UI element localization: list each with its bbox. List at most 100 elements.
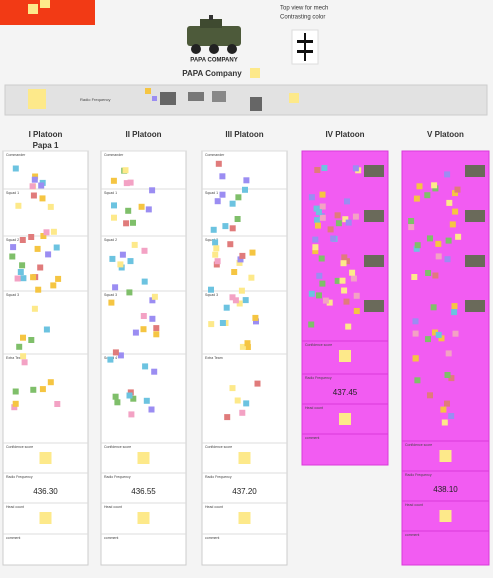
sticky (444, 171, 451, 178)
sticky (353, 308, 360, 314)
sticky (315, 209, 322, 216)
section-label: Squad 1 (6, 191, 19, 195)
sticky (47, 203, 54, 210)
sticky (341, 254, 348, 261)
sticky (312, 236, 319, 243)
sticky (345, 323, 352, 330)
sticky (118, 264, 125, 271)
section-label: Head count (205, 505, 223, 509)
platoon-subtitle: Papa 1 (33, 141, 59, 150)
sticky (343, 258, 350, 265)
sticky (54, 401, 61, 407)
sticky (137, 452, 150, 464)
section-label: Squad 3 (104, 293, 117, 297)
sticky (213, 261, 220, 268)
sticky (316, 272, 323, 279)
sticky (153, 331, 160, 338)
sticky (232, 297, 239, 304)
sticky (141, 278, 148, 285)
sticky (222, 223, 229, 230)
sticky (424, 192, 431, 199)
sticky (28, 234, 35, 240)
sticky (109, 255, 116, 262)
sticky (219, 173, 226, 180)
sticky (312, 248, 319, 255)
photo (364, 255, 384, 267)
platoon-title: II Platoon (126, 130, 162, 139)
note: Contrasting color (280, 15, 325, 21)
section-label: Confidence score (405, 443, 432, 447)
sticky (140, 326, 147, 333)
sticky (448, 413, 455, 419)
photo (465, 255, 485, 267)
sticky (441, 419, 448, 426)
sticky (445, 237, 452, 244)
sticky (237, 256, 244, 263)
sticky (138, 203, 145, 210)
sticky (12, 400, 19, 407)
sticky (340, 260, 347, 267)
sticky (444, 372, 451, 378)
sticky (330, 235, 337, 242)
sticky (412, 355, 419, 362)
sticky (238, 287, 245, 294)
sticky (242, 297, 249, 304)
sticky (40, 0, 50, 8)
section-label: Radio Frequency (104, 475, 131, 479)
sticky (9, 253, 16, 260)
sticky (112, 284, 119, 291)
sticky (110, 177, 117, 184)
sticky (15, 202, 22, 209)
sticky (16, 343, 23, 350)
sticky (28, 4, 38, 14)
sticky (408, 224, 415, 231)
sticky (431, 182, 438, 189)
sticky (215, 160, 222, 167)
sticky (413, 195, 420, 202)
sticky (140, 313, 147, 319)
sticky (327, 226, 334, 233)
sticky (141, 247, 148, 254)
sticky (239, 409, 246, 416)
photo (364, 165, 384, 177)
sticky (43, 326, 50, 333)
sticky (50, 228, 57, 235)
sticky (238, 512, 251, 524)
frequency: 438.10 (433, 485, 458, 494)
section-label: Commander (104, 153, 124, 157)
sticky (352, 213, 359, 220)
sticky (114, 399, 121, 406)
sticky (19, 237, 26, 243)
sticky (319, 214, 326, 221)
sticky (20, 334, 26, 341)
section-label: Squad 2 (104, 238, 117, 242)
sticky (39, 195, 46, 202)
section-label: Head count (104, 505, 122, 509)
sticky (326, 299, 333, 306)
sticky (244, 344, 251, 350)
sticky (412, 330, 419, 337)
sticky (212, 239, 219, 246)
sticky (126, 289, 133, 296)
sticky (425, 336, 431, 343)
sticky (32, 173, 39, 180)
sticky (352, 165, 359, 172)
sticky (39, 452, 52, 464)
section-label: Head count (405, 503, 423, 507)
section-label: Head count (6, 505, 24, 509)
sticky (214, 198, 221, 205)
sticky (448, 375, 455, 382)
sticky (130, 219, 136, 226)
sticky (34, 245, 41, 252)
section-label: Confidence score (305, 343, 332, 347)
sticky (319, 191, 326, 198)
sticky (289, 93, 299, 103)
section-label: Radio Frequency (205, 475, 232, 479)
sticky (30, 192, 37, 199)
sticky (53, 244, 60, 251)
sticky (31, 305, 38, 312)
sticky (308, 194, 315, 201)
sticky (112, 393, 119, 400)
radio-label: Radio Frequency (80, 97, 110, 102)
